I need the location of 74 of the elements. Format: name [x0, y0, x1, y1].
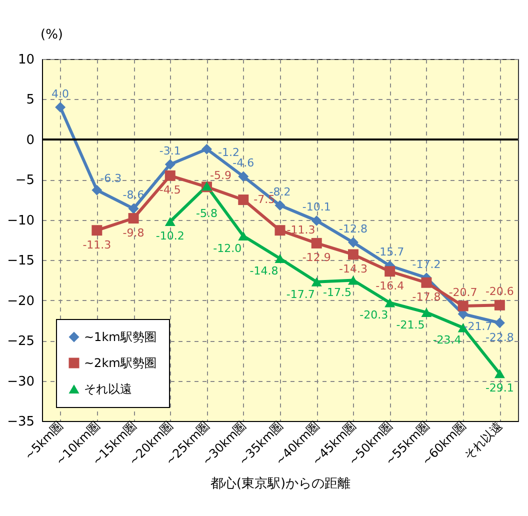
point — [494, 368, 505, 378]
data-label: -12.0 — [213, 242, 242, 255]
data-label: -14.3 — [338, 262, 368, 276]
point — [274, 200, 286, 211]
y-tick-label: −35 — [7, 414, 34, 430]
data-label: -21.7 — [464, 320, 492, 334]
point — [274, 225, 286, 236]
legend-label: ~1km駅勢圏 — [84, 330, 156, 344]
data-label: -16.4 — [376, 279, 404, 292]
data-label: -22.8 — [485, 330, 514, 344]
point — [494, 318, 505, 328]
y-tick-label: −5 — [15, 173, 34, 188]
data-label: -5.9 — [210, 168, 232, 182]
point — [458, 300, 468, 312]
point — [494, 300, 505, 310]
point — [238, 231, 249, 241]
data-label: -17.2 — [412, 258, 441, 271]
point — [92, 184, 102, 196]
point — [384, 266, 396, 277]
data-label: -20.3 — [360, 308, 388, 322]
data-label: -4.5 — [159, 184, 181, 197]
point — [384, 298, 396, 308]
point — [164, 170, 176, 181]
y-tick-label: −10 — [7, 213, 34, 228]
data-label: -29.1 — [485, 382, 514, 395]
point — [348, 249, 358, 260]
point — [348, 276, 358, 285]
point — [128, 203, 139, 214]
point — [92, 225, 102, 236]
point — [421, 308, 432, 317]
point — [421, 277, 432, 288]
data-label: -12.9 — [302, 251, 331, 264]
data-label: -20.7 — [448, 286, 478, 299]
data-label: -10.2 — [156, 230, 184, 242]
y-axis-title: (%) — [40, 28, 63, 42]
y-tick-label: −20 — [7, 294, 34, 309]
y-tick-label: −25 — [7, 334, 34, 350]
y-tick-label: 10 — [18, 52, 34, 68]
point — [164, 159, 176, 170]
data-label: -23.4 — [432, 334, 462, 347]
point — [311, 215, 322, 226]
data-label: -21.5 — [396, 318, 425, 332]
data-label: -17.8 — [412, 290, 441, 304]
point — [238, 194, 249, 206]
point — [311, 277, 322, 286]
point — [55, 102, 66, 113]
data-label: -15.7 — [376, 246, 404, 259]
point — [311, 238, 322, 248]
legend-label: それ以遠 — [84, 382, 132, 396]
point — [274, 254, 286, 264]
data-label: -9.8 — [122, 226, 144, 240]
point — [164, 216, 176, 226]
data-label: -12.8 — [338, 222, 368, 236]
data-label: 4.0 — [52, 87, 70, 100]
y-tick-label: 0 — [26, 132, 34, 148]
data-label: -11.3 — [286, 223, 316, 236]
y-tick-label: 5 — [26, 92, 34, 108]
data-label: -20.6 — [485, 285, 514, 298]
point — [238, 171, 249, 182]
data-label: -11.3 — [82, 238, 112, 252]
data-label: -6.3 — [100, 172, 122, 186]
data-label: -3.1 — [159, 144, 181, 158]
data-label: -14.8 — [250, 264, 278, 278]
point — [202, 144, 212, 154]
point — [128, 213, 139, 224]
y-tick-label: −30 — [7, 374, 34, 390]
data-label: -17.7 — [286, 288, 315, 301]
x-axis-title: 都心(東京駅)からの距離 — [210, 475, 351, 492]
point — [348, 237, 358, 248]
data-label: -10.1 — [302, 200, 331, 214]
y-tick-label: −15 — [7, 254, 34, 269]
data-label: -5.8 — [196, 207, 218, 220]
legend-label: ~2km駅勢圏 — [84, 356, 156, 370]
data-label: -17.5 — [322, 286, 352, 300]
